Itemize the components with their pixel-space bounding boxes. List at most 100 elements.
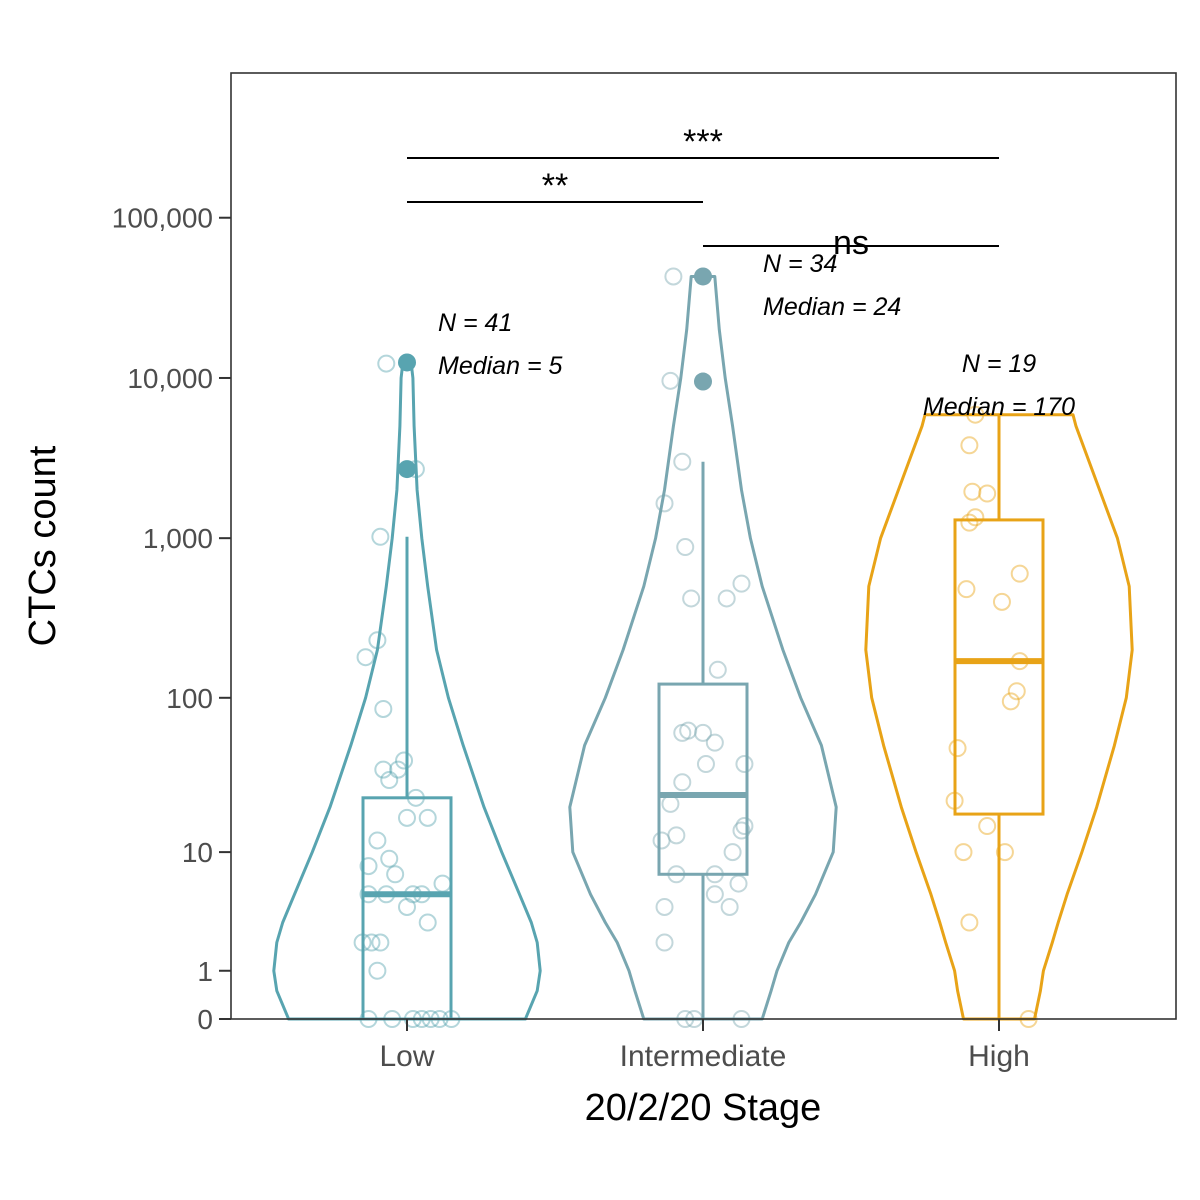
jitter-point — [667, 826, 686, 845]
jitter-point — [412, 885, 431, 904]
jitter-point — [368, 961, 387, 980]
group-annotations: N = 41 Median = 5 N = 34 Median = 24 N = 19 M… — [438, 250, 1075, 421]
jitter-point — [377, 885, 396, 904]
jitter-point — [673, 723, 692, 742]
jitter-point — [418, 913, 437, 932]
y-tick-label: 0 — [197, 1004, 213, 1035]
jitter-point — [661, 371, 680, 390]
jitter-point — [353, 933, 372, 952]
outlier-point — [694, 267, 712, 286]
significance-label: *** — [683, 123, 723, 161]
jitter-point — [729, 874, 748, 893]
significance-brackets: *****ns — [407, 123, 999, 262]
jitter-point — [960, 513, 979, 532]
jitter-point — [732, 574, 751, 593]
jitter-point — [395, 751, 414, 770]
jitter-point — [667, 865, 686, 884]
jitter-point — [655, 933, 674, 952]
jitter-point — [705, 865, 724, 884]
jitter-point — [374, 699, 393, 718]
y-tick-label: 100,000 — [112, 203, 213, 234]
y-axis: 0 1 10 100 1,000 10,000 100,000 — [112, 203, 231, 1035]
jitter-point — [655, 494, 674, 513]
jitter-point — [377, 354, 396, 373]
outlier-point — [694, 372, 712, 391]
jitter-point — [960, 913, 979, 932]
jitter-point — [652, 831, 671, 850]
y-tick-label: 10,000 — [127, 363, 213, 394]
n-label-intermediate: N = 34 — [763, 250, 837, 278]
jitter-point — [995, 843, 1014, 862]
n-label-high: N = 19 — [962, 350, 1036, 378]
jitter-point — [1001, 692, 1020, 711]
median-label-high: Median = 170 — [923, 393, 1075, 421]
jitter-point — [735, 755, 754, 774]
jitter-point — [398, 897, 416, 916]
jitter-point — [957, 580, 976, 599]
median-label-low: Median = 5 — [438, 352, 562, 380]
y-tick-label: 10 — [182, 837, 213, 868]
box-intermediate — [657, 682, 749, 876]
y-tick-label: 100 — [166, 683, 213, 714]
jitter-point — [694, 723, 712, 742]
jitter-point — [948, 739, 967, 758]
jitter-point — [960, 436, 979, 455]
jitter-point — [406, 788, 425, 807]
jitter-point — [398, 808, 416, 827]
jitter-point — [1010, 564, 1029, 583]
jitter-point — [655, 897, 674, 916]
jitter-point — [389, 760, 408, 779]
jitter-point — [723, 843, 742, 862]
jitter-point — [676, 538, 695, 557]
median-label-intermediate: Median = 24 — [763, 293, 901, 321]
outlier-point — [398, 460, 416, 479]
jitter-point — [362, 933, 381, 952]
jitter-point — [359, 885, 378, 904]
jitter-point — [717, 589, 736, 608]
jitter-point — [406, 460, 425, 479]
jitter-point — [368, 631, 387, 650]
jitter-point — [433, 874, 452, 893]
jitter-point — [978, 484, 997, 503]
significance-label: ns — [833, 224, 869, 262]
x-tick-label: Low — [379, 1040, 434, 1073]
jitter-point — [708, 660, 727, 679]
jitter-point — [705, 733, 724, 752]
outlier-point — [398, 353, 416, 372]
jitter-point — [418, 808, 437, 827]
jitter-point — [1007, 682, 1026, 701]
jitter-point — [673, 452, 692, 471]
jitter-point — [386, 865, 405, 884]
y-axis-title: CTCs count — [22, 445, 64, 646]
jitter-point — [673, 773, 692, 792]
x-tick-label: High — [968, 1040, 1030, 1073]
jitter-point — [368, 831, 387, 850]
jitter-point — [380, 771, 399, 790]
jitter-point — [720, 897, 739, 916]
jitter-point — [1010, 652, 1029, 671]
boxplot-layer — [361, 267, 1045, 1021]
n-label-low: N = 41 — [438, 309, 512, 337]
jitter-point — [682, 589, 701, 608]
jitter-point — [356, 648, 375, 667]
box-high — [953, 518, 1045, 816]
jitter-point — [403, 885, 422, 904]
jitter-point — [966, 405, 985, 424]
jitter-point — [679, 721, 698, 740]
violin-intermediate — [568, 275, 838, 1021]
jitter-point — [963, 482, 982, 501]
jitter-point — [371, 527, 390, 546]
jitter-point — [992, 592, 1011, 611]
jitter-point — [359, 857, 378, 876]
jitter-point — [661, 794, 680, 813]
jitter-point — [978, 817, 997, 836]
x-axis-title: 20/2/20 Stage — [585, 1087, 822, 1129]
jitter-point — [705, 885, 724, 904]
jitter-point — [735, 817, 754, 836]
significance-label: ** — [542, 167, 568, 205]
y-tick-label: 1 — [197, 956, 213, 987]
jitter-point — [696, 755, 715, 774]
jitter-point — [954, 843, 973, 862]
y-tick-label: 1,000 — [143, 523, 213, 554]
